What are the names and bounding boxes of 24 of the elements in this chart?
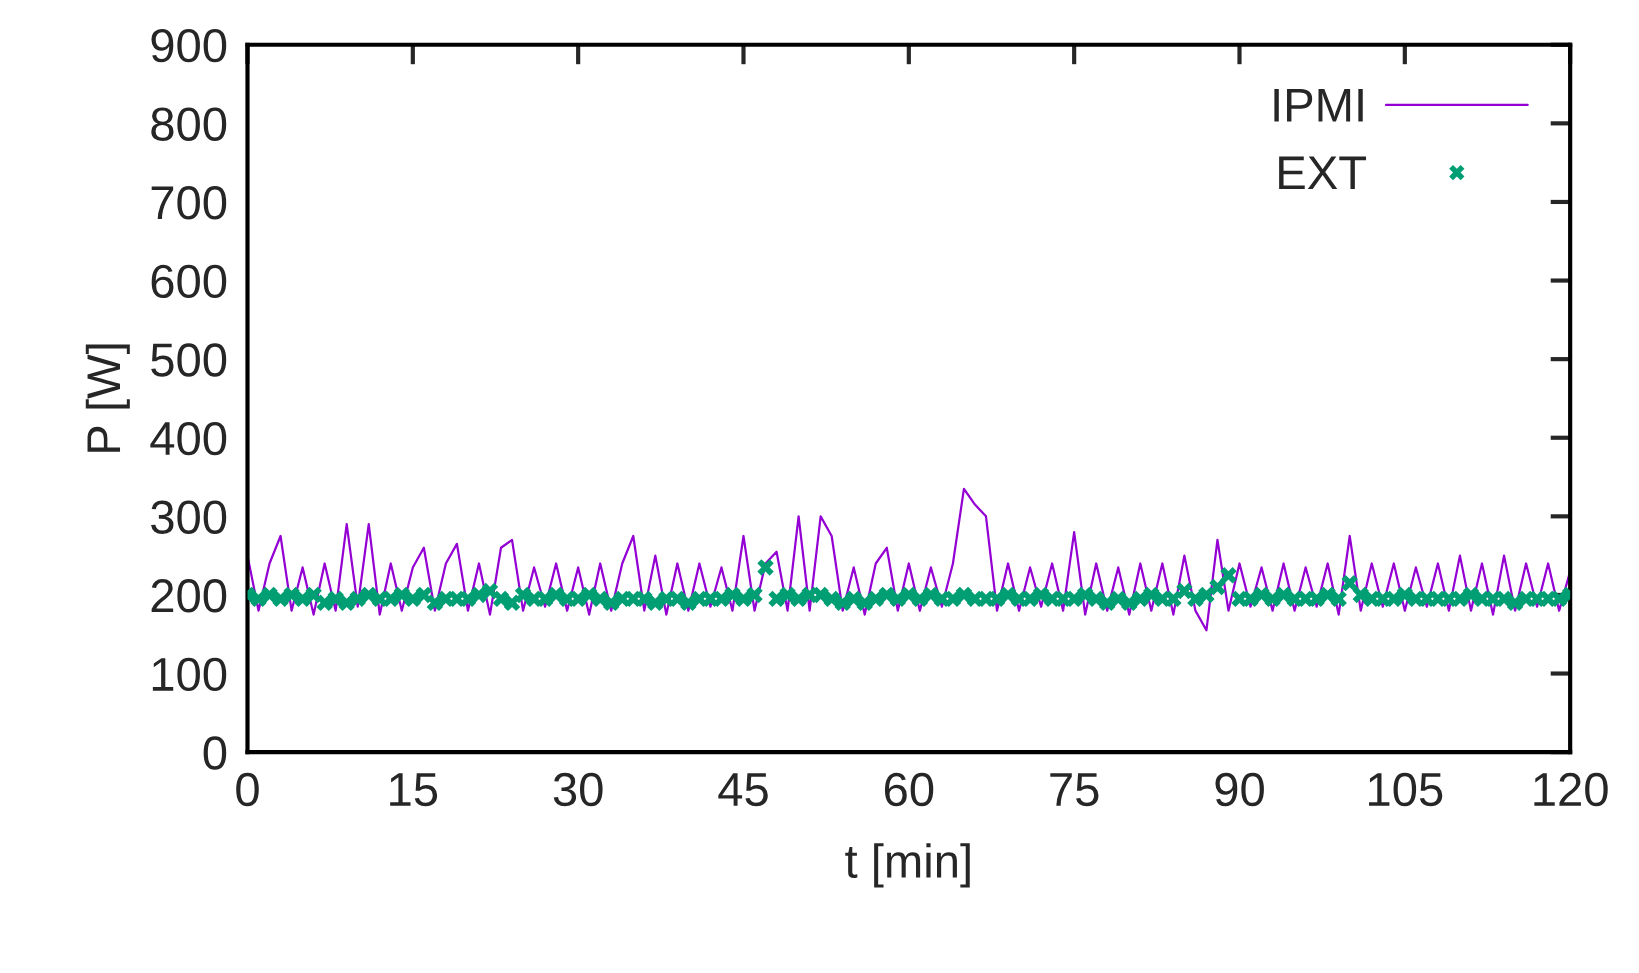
x-tick-label: 60: [884, 772, 934, 807]
y-tick-label: 0: [203, 736, 227, 770]
y-tick-label: 400: [150, 421, 227, 456]
y-tick-label: 900: [151, 28, 227, 63]
y-tick-label: 700: [151, 186, 227, 220]
legend-label: IPMI: [1274, 88, 1363, 122]
y-axis-title: P [W]: [85, 344, 130, 452]
x-tick-label: 75: [1050, 773, 1099, 807]
x-tick-label: 45: [718, 773, 768, 807]
x-tick-label: 105: [1369, 772, 1443, 807]
x-tick-label: 15: [390, 773, 438, 807]
y-tick-label: 800: [151, 107, 227, 141]
y-tick-label: 500: [151, 343, 227, 377]
y-tick-label: 600: [151, 264, 227, 299]
y-tick-label: 200: [151, 579, 227, 613]
x-axis-title: t [min]: [845, 843, 970, 888]
y-tick-label: 100: [152, 657, 227, 692]
legend-label: EXT: [1279, 156, 1367, 190]
y-tick-label: 300: [151, 500, 227, 534]
x-tick-label: 0: [236, 772, 259, 807]
x-tick-label: 30: [553, 772, 603, 807]
x-tick-label: 120: [1534, 772, 1608, 807]
line-series: [247, 487, 1571, 632]
x-tick-label: 90: [1215, 772, 1264, 807]
